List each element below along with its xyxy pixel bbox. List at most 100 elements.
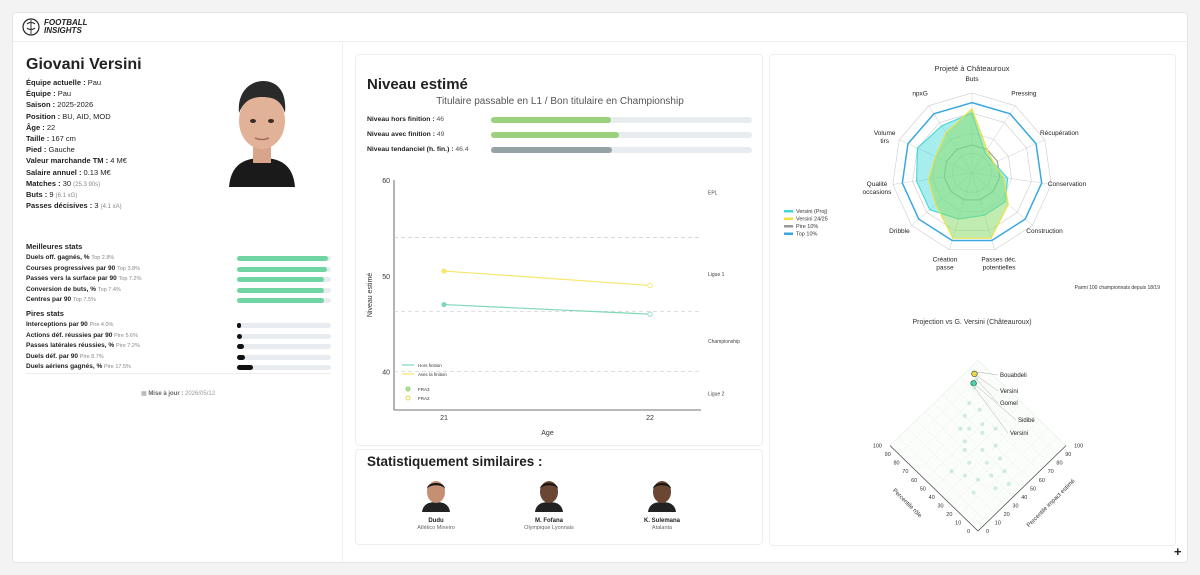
info-value: 0.13 M€ bbox=[83, 167, 111, 177]
legend-label: Hors finition bbox=[418, 363, 442, 368]
logo-line2: INSIGHTS bbox=[44, 26, 82, 35]
role-tick-label: 40 bbox=[929, 495, 935, 501]
stat-bar-fill bbox=[237, 365, 254, 370]
role-axis bbox=[889, 445, 979, 532]
similar-title: Statistiquement similaires : bbox=[367, 454, 543, 469]
stat-row: Duels aériens gagnés, % Pire 17.5% bbox=[26, 362, 331, 372]
niveau-label: Niveau avec finition : bbox=[367, 131, 435, 138]
series-point bbox=[441, 301, 447, 308]
radar-legend-label: Versini 24/25 bbox=[796, 217, 828, 223]
radar-axis-label: Passes déc. potentielles bbox=[981, 256, 1017, 271]
logo[interactable]: FOOTBALL INSIGHTS bbox=[21, 17, 88, 37]
niveau-label: Niveau tendanciel (h. fin.) : bbox=[367, 146, 454, 153]
stat-bar-track bbox=[237, 298, 331, 303]
scatter-point bbox=[971, 490, 976, 495]
info-row: Équipe actuelle : Pau bbox=[26, 78, 127, 89]
stat-label-wrap: Passes latérales réussies, % Pire 7.2% bbox=[26, 341, 140, 351]
radar-chart: Projeté à Châteauroux Buts Pressing Récupér… bbox=[784, 64, 1161, 291]
role-tick-label: 20 bbox=[946, 512, 952, 518]
player-face-icon bbox=[648, 481, 676, 512]
info-extra: (4.1 xA) bbox=[100, 204, 122, 211]
info-label: Équipe actuelle : bbox=[26, 78, 86, 87]
stat-bar-track bbox=[237, 287, 331, 293]
similar-player-name: M. Fofana bbox=[535, 518, 563, 524]
scatter-grid bbox=[907, 377, 996, 463]
radar-axis-label: Conservation bbox=[1048, 181, 1087, 188]
info-label: Pied : bbox=[26, 145, 47, 155]
info-label: Équipe : bbox=[26, 89, 56, 99]
info-value: 22 bbox=[46, 122, 56, 132]
impact-tick-label: 40 bbox=[1021, 495, 1027, 501]
info-label: Matches : bbox=[26, 178, 61, 188]
stat-row: Duels déf. par 90 Pire 8.7% bbox=[26, 352, 331, 362]
highlight-point bbox=[970, 380, 977, 387]
impact-tick-label: 90 bbox=[1065, 452, 1071, 458]
highlight-label: Versini bbox=[1010, 431, 1028, 437]
info-value: 30 bbox=[62, 178, 72, 188]
level-label: EPL bbox=[708, 190, 718, 196]
radar-footnote: Parmi 100 championnats depuis 18/19 bbox=[1075, 285, 1161, 291]
stat-label-wrap: Centres par 90 Top 7.5% bbox=[26, 295, 96, 305]
y-axis-label: Niveau estimé bbox=[367, 273, 374, 317]
radar-axis-label: Dribble bbox=[889, 228, 910, 235]
highlight-label: Sidibé bbox=[1018, 418, 1035, 424]
impact-tick-label: 20 bbox=[1004, 512, 1010, 518]
stat-bar-track bbox=[237, 323, 331, 328]
radar-axis-label: Buts bbox=[965, 76, 979, 83]
add-button[interactable]: + bbox=[1174, 544, 1182, 559]
info-label: Saison : bbox=[26, 100, 56, 110]
stat-row: Actions déf. réussies par 90 Pire 5.6% bbox=[26, 331, 331, 341]
scatter-point bbox=[993, 443, 998, 448]
series-line bbox=[443, 303, 651, 315]
similar-player-avatar bbox=[645, 476, 679, 512]
player-photo bbox=[221, 63, 303, 187]
update-label: Mise à jour : bbox=[148, 391, 184, 397]
stat-label-wrap: Actions déf. réussies par 90 Pire 5.6% bbox=[26, 331, 138, 341]
radar-series bbox=[927, 108, 1009, 239]
y-tick-label: 50 bbox=[382, 274, 390, 281]
stat-bar-track bbox=[237, 256, 331, 261]
highlight-label: Bouabdeli bbox=[1000, 373, 1027, 379]
stat-bar-fill bbox=[237, 344, 244, 349]
info-row: Valeur marchande TM : 4 M€ bbox=[26, 156, 127, 167]
scatter-title: Projection vs G. Versini (Châteauroux) bbox=[912, 319, 1031, 326]
stat-label: Interceptions par 90 bbox=[26, 321, 88, 328]
stat-bar-track bbox=[237, 266, 331, 272]
highlight-label: Versini bbox=[1000, 389, 1018, 395]
niveau-value: 49 bbox=[436, 131, 445, 138]
info-row: Pied : Gauche bbox=[26, 145, 127, 156]
scatter-point bbox=[962, 439, 967, 444]
series-point bbox=[441, 268, 447, 274]
x-tick-label: 22 bbox=[646, 415, 654, 422]
stat-bar-track bbox=[237, 354, 331, 360]
info-row: Passes décisives : 3 (4.1 xA) bbox=[26, 201, 127, 212]
similar-player[interactable]: M. Fofana Olympique Lyonnais bbox=[504, 476, 594, 531]
stat-rank: Top 3.8% bbox=[117, 265, 140, 272]
impact-tick-label: 80 bbox=[1056, 461, 1062, 467]
highlight-leader bbox=[974, 373, 999, 392]
info-row: Équipe : Pau bbox=[26, 89, 127, 100]
scatter-point bbox=[993, 426, 998, 431]
info-extra: (25.3 90s) bbox=[73, 181, 101, 188]
niveau-bar-track bbox=[491, 147, 752, 153]
info-value: Gauche bbox=[48, 145, 75, 155]
stat-rank: Pire 8.7% bbox=[79, 353, 104, 360]
logo-line1: FOOTBALL bbox=[44, 18, 88, 27]
niveau-value: 46.4 bbox=[455, 146, 469, 153]
role-tick-label: 70 bbox=[902, 469, 908, 475]
info-label: Âge : bbox=[26, 122, 45, 132]
info-row: Saison : 2025-2026 bbox=[26, 100, 127, 111]
stat-bar-fill bbox=[237, 323, 241, 328]
brain-logo-icon bbox=[22, 18, 40, 36]
similar-player[interactable]: K. Sulemana Atalanta bbox=[617, 476, 707, 531]
role-tick-label: 10 bbox=[955, 520, 961, 526]
scatter-point bbox=[962, 413, 967, 418]
radar-axis-label: Récupération bbox=[1040, 130, 1079, 137]
radar-axis-label: npxG bbox=[912, 91, 928, 98]
similar-player[interactable]: Dudu Atlético Mineiro bbox=[391, 476, 481, 531]
highlight-leader bbox=[976, 378, 999, 404]
scatter-point bbox=[962, 473, 967, 478]
scatter-grid bbox=[898, 368, 987, 455]
x-tick-label: 21 bbox=[440, 415, 448, 422]
stat-bar-track bbox=[237, 333, 331, 339]
